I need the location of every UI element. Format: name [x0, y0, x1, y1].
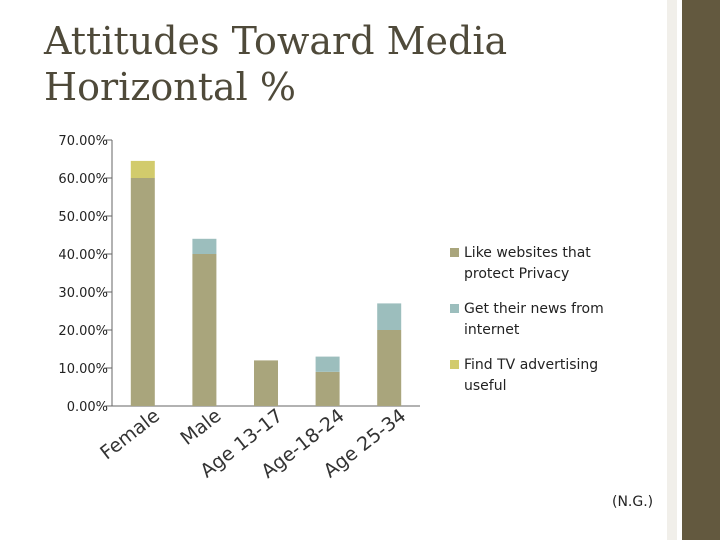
- y-tick-label: 60.00%: [58, 172, 108, 187]
- bar-segment: [377, 330, 402, 406]
- bars: [130, 160, 402, 406]
- y-tick-label: 10.00%: [58, 362, 108, 377]
- y-tick-label: 20.00%: [58, 324, 108, 339]
- y-tick-label: 30.00%: [58, 286, 108, 301]
- legend-swatch-tv: [450, 360, 459, 369]
- bar-segment: [130, 160, 155, 178]
- legend-swatch-privacy: [450, 248, 459, 257]
- bar-segment: [315, 356, 340, 372]
- legend-label-privacy: Like websites that protect Privacy: [464, 245, 591, 282]
- decorative-band-thin: [667, 0, 677, 540]
- bar-segment: [377, 303, 402, 330]
- bar-segment: [315, 371, 340, 406]
- bar-segment: [130, 178, 155, 406]
- slide-title: Attitudes Toward Media Horizontal %: [44, 18, 507, 110]
- y-tick-label: 50.00%: [58, 210, 108, 225]
- footnote: (N.G.): [612, 494, 654, 510]
- x-category-label: Male: [176, 405, 225, 450]
- y-tick-label: 70.00%: [58, 134, 108, 149]
- legend-item-news: Get their news from internet: [450, 299, 625, 341]
- legend-label-news: Get their news from internet: [464, 301, 604, 338]
- legend: Like websites that protect Privacy Get t…: [450, 243, 625, 411]
- legend-item-tv: Find TV advertising useful: [450, 355, 625, 397]
- legend-item-privacy: Like websites that protect Privacy: [450, 243, 625, 285]
- bar-segment: [192, 254, 217, 406]
- bar-segment: [192, 238, 217, 254]
- title-line-2: Horizontal %: [44, 65, 296, 109]
- decorative-band: [682, 0, 720, 540]
- title-line-1: Attitudes Toward Media: [44, 19, 508, 63]
- legend-label-tv: Find TV advertising useful: [464, 357, 599, 394]
- y-tick-label: 0.00%: [67, 400, 108, 415]
- y-axis: 0.00% 10.00% 20.00% 30.00% 40.00% 50.00% 60.00…: [58, 134, 420, 415]
- legend-swatch-news: [450, 304, 459, 313]
- bar-segment: [254, 360, 278, 406]
- y-tick-label: 40.00%: [58, 248, 108, 263]
